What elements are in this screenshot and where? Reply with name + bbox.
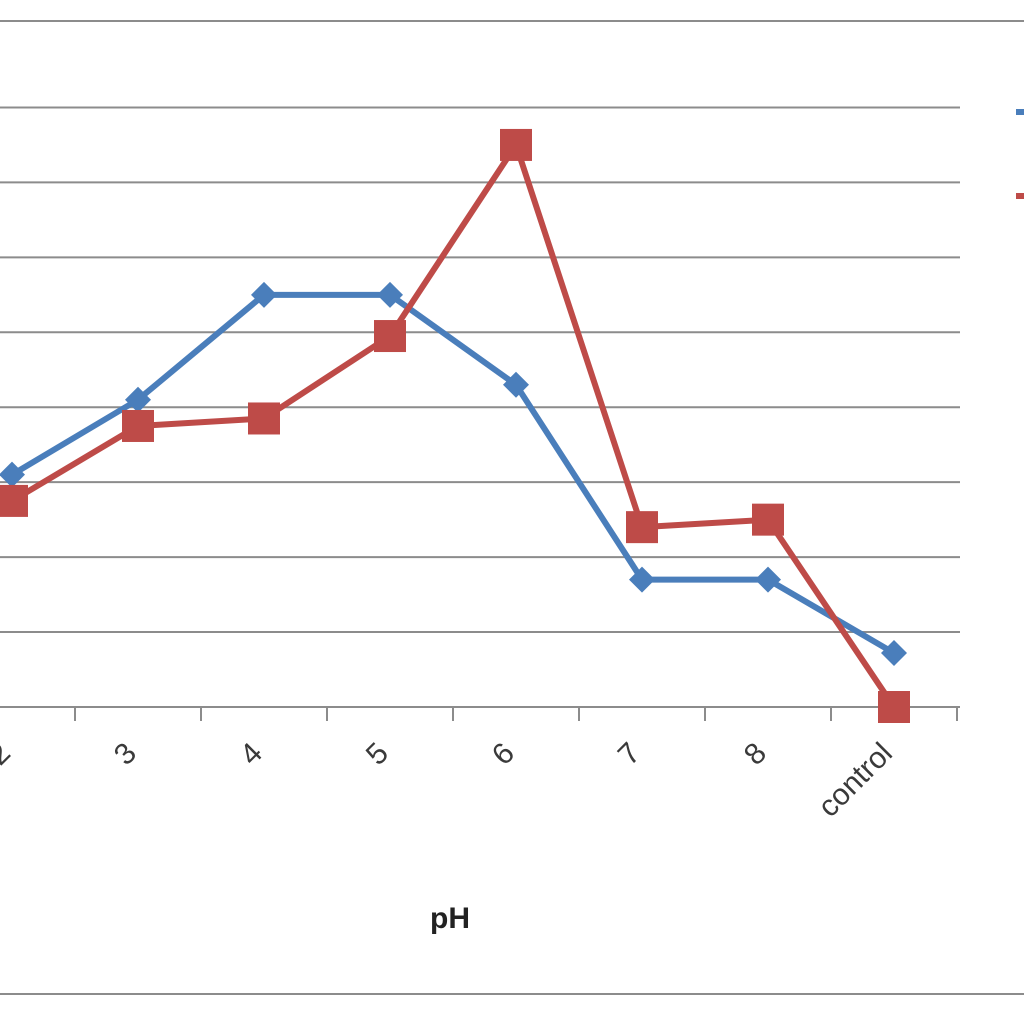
data-point-square bbox=[0, 484, 28, 517]
x-tick-label: 5 bbox=[360, 737, 395, 772]
x-tick-label: control bbox=[812, 737, 899, 824]
data-point-square bbox=[500, 128, 532, 161]
legend bbox=[1016, 109, 1024, 199]
data-point-square bbox=[248, 402, 280, 435]
series-1 bbox=[0, 281, 907, 667]
series-group bbox=[0, 128, 910, 723]
data-point-square bbox=[626, 511, 658, 544]
data-point-diamond bbox=[377, 281, 403, 308]
data-point-diamond bbox=[125, 386, 151, 413]
gridlines bbox=[0, 106, 960, 634]
x-tick-label: 7 bbox=[612, 737, 647, 772]
series-1-line bbox=[10, 291, 896, 656]
series-2-line bbox=[10, 141, 897, 709]
series-2 bbox=[0, 128, 910, 723]
x-axis: 2 3 4 5 6 7 8 control bbox=[0, 706, 960, 824]
x-tick-label: 2 bbox=[0, 737, 17, 772]
x-tick-label: 4 bbox=[234, 737, 269, 772]
x-tick-label: 3 bbox=[108, 737, 143, 772]
data-point-diamond bbox=[629, 566, 655, 593]
data-point-square bbox=[122, 409, 154, 442]
data-point-square bbox=[374, 320, 406, 353]
data-point-diamond bbox=[503, 371, 529, 398]
data-point-square bbox=[752, 503, 784, 536]
x-tick-label: 6 bbox=[486, 737, 521, 772]
data-point-square bbox=[878, 691, 910, 723]
data-point-diamond bbox=[881, 640, 907, 667]
x-tick-label: 8 bbox=[738, 737, 773, 772]
data-point-diamond bbox=[755, 566, 781, 593]
x-axis-title: pH bbox=[430, 902, 470, 935]
data-point-diamond bbox=[251, 281, 277, 308]
data-point-diamond bbox=[0, 461, 25, 488]
